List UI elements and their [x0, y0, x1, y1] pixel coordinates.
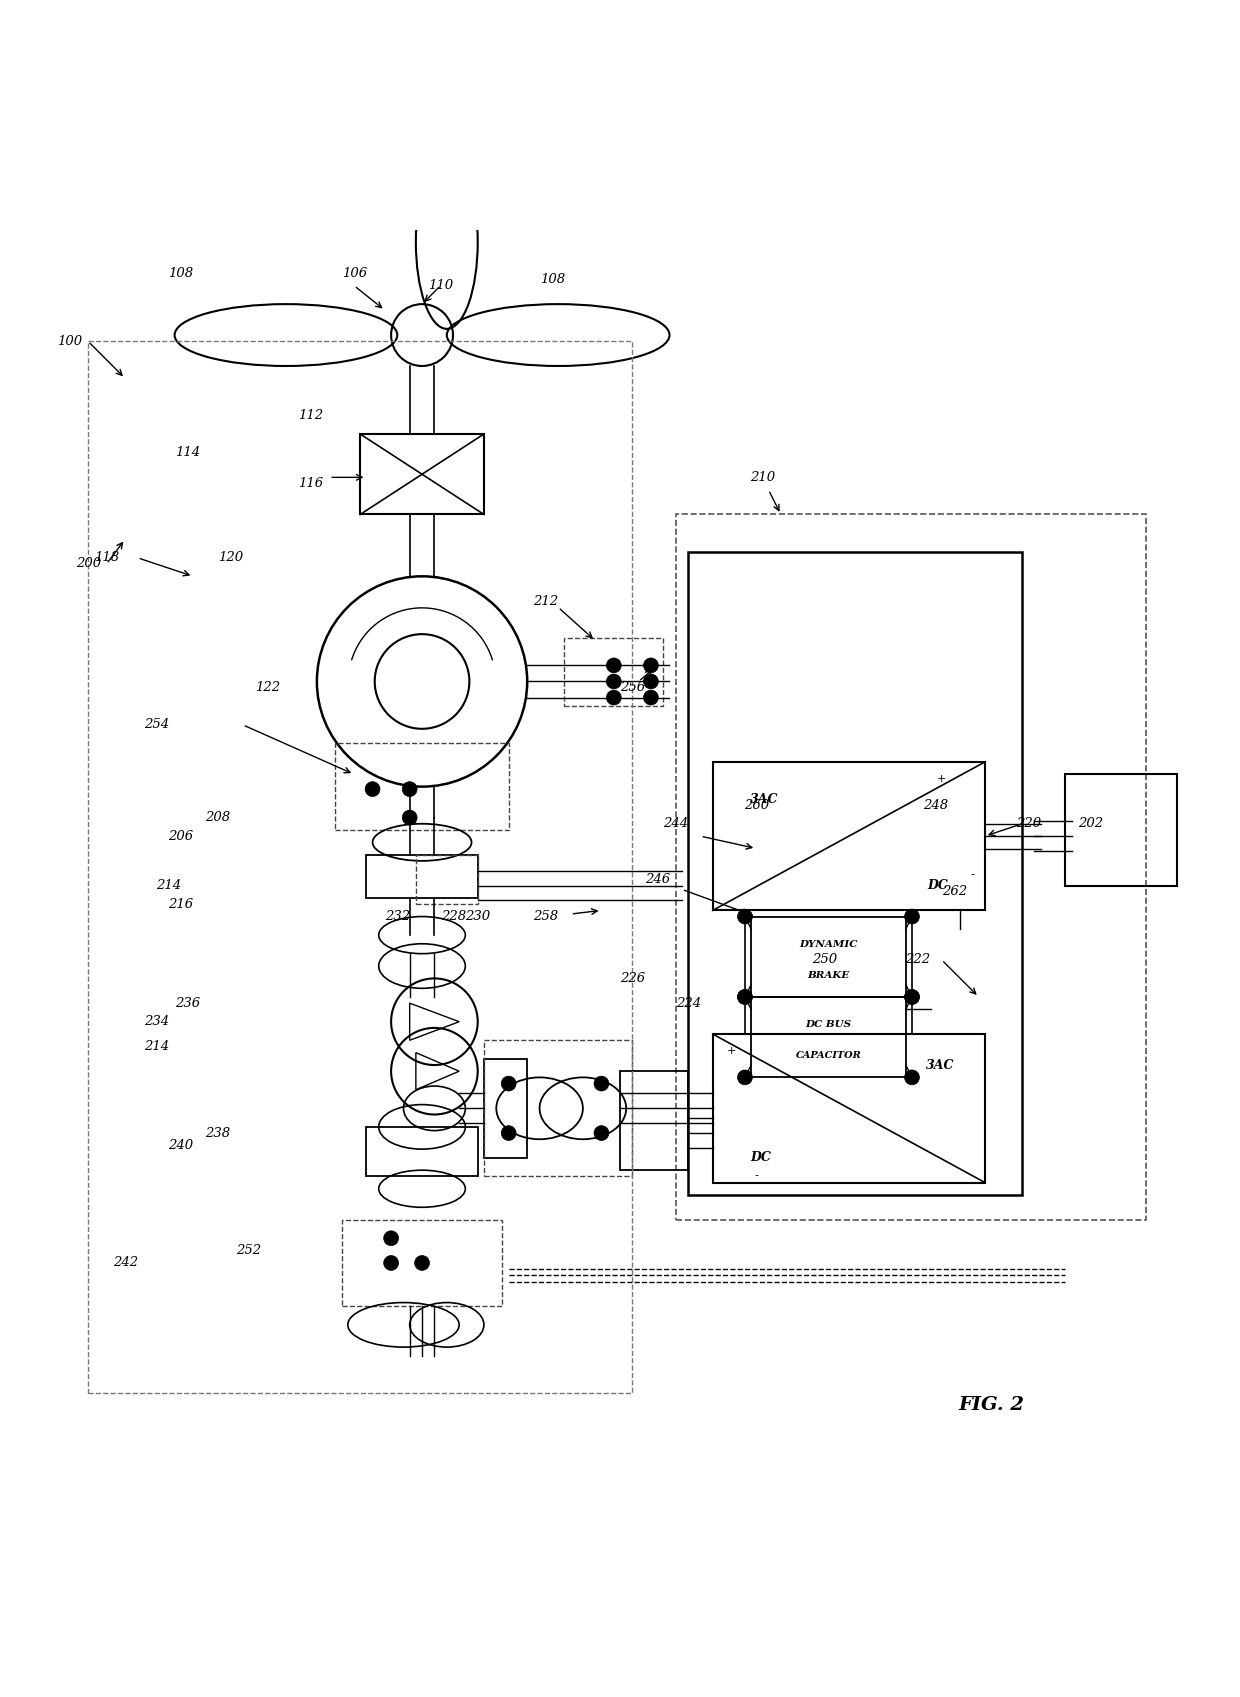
Bar: [1065, 774, 1177, 886]
Circle shape: [904, 989, 919, 1005]
Text: 232: 232: [384, 910, 410, 923]
Bar: [360, 434, 484, 514]
Text: 118: 118: [94, 552, 119, 565]
Circle shape: [606, 674, 621, 689]
Text: 210: 210: [750, 470, 775, 484]
Circle shape: [738, 989, 753, 1005]
Text: 244: 244: [663, 818, 688, 830]
Circle shape: [606, 691, 621, 704]
Text: 240: 240: [169, 1139, 193, 1152]
Text: 248: 248: [923, 799, 949, 811]
Text: 122: 122: [255, 680, 280, 694]
Bar: [620, 1071, 688, 1171]
Text: 110: 110: [428, 278, 454, 292]
Text: 202: 202: [1078, 818, 1102, 830]
Text: CAPACITOR: CAPACITOR: [796, 1050, 862, 1061]
Text: 114: 114: [175, 446, 200, 460]
Bar: [366, 1127, 477, 1176]
Text: 224: 224: [676, 996, 701, 1010]
Bar: [688, 552, 1022, 1195]
Text: 214: 214: [156, 879, 181, 893]
Bar: [88, 341, 632, 1393]
Text: 260: 260: [744, 799, 769, 811]
Text: 246: 246: [645, 872, 670, 886]
Circle shape: [738, 1071, 753, 1084]
Text: 116: 116: [299, 477, 324, 490]
Text: 234: 234: [144, 1015, 169, 1028]
Text: 212: 212: [533, 594, 558, 608]
Circle shape: [904, 1071, 919, 1084]
Text: 228: 228: [440, 910, 466, 923]
Text: 222: 222: [904, 954, 930, 966]
Text: 214: 214: [144, 1040, 169, 1052]
Text: 3AC: 3AC: [750, 792, 779, 806]
Text: 106: 106: [342, 266, 367, 280]
Circle shape: [644, 658, 658, 672]
Text: 120: 120: [218, 552, 243, 565]
Text: -: -: [754, 1171, 758, 1179]
Circle shape: [644, 691, 658, 704]
Circle shape: [904, 989, 919, 1005]
Circle shape: [383, 1256, 398, 1271]
Text: 216: 216: [169, 898, 193, 911]
Text: DC: DC: [928, 879, 947, 893]
Bar: [564, 638, 663, 706]
Bar: [484, 1040, 632, 1176]
Circle shape: [904, 910, 919, 923]
Text: +: +: [727, 1047, 737, 1057]
Text: 108: 108: [169, 266, 193, 280]
Text: 252: 252: [237, 1244, 262, 1257]
Text: 254: 254: [144, 718, 169, 731]
Text: 226: 226: [620, 972, 645, 984]
Circle shape: [606, 658, 621, 672]
Circle shape: [738, 989, 753, 1005]
Text: 236: 236: [175, 996, 200, 1010]
Circle shape: [365, 782, 379, 796]
Text: -: -: [971, 869, 975, 879]
Text: 256: 256: [620, 680, 645, 694]
Text: 100: 100: [57, 334, 82, 348]
Text: 3AC: 3AC: [925, 1059, 954, 1073]
Text: DYNAMIC: DYNAMIC: [800, 940, 858, 949]
Text: FIG. 2: FIG. 2: [959, 1397, 1024, 1414]
Text: 238: 238: [206, 1127, 231, 1140]
Text: 108: 108: [539, 273, 564, 285]
Bar: [751, 996, 905, 1078]
Text: DC: DC: [750, 1151, 771, 1164]
Bar: [713, 1033, 985, 1183]
Text: 250: 250: [812, 954, 837, 966]
Text: 206: 206: [169, 830, 193, 843]
Bar: [713, 762, 985, 910]
Bar: [342, 1220, 502, 1307]
Text: 242: 242: [113, 1256, 138, 1269]
Text: BRAKE: BRAKE: [807, 971, 849, 979]
Bar: [336, 743, 508, 830]
Text: 200: 200: [76, 557, 100, 570]
Circle shape: [501, 1076, 516, 1091]
Circle shape: [644, 674, 658, 689]
Bar: [676, 514, 1146, 1220]
Text: 230: 230: [465, 910, 491, 923]
Circle shape: [594, 1076, 609, 1091]
Bar: [366, 855, 477, 898]
Circle shape: [414, 1256, 429, 1271]
Text: 262: 262: [941, 886, 967, 898]
Circle shape: [501, 1125, 516, 1140]
Circle shape: [383, 1230, 398, 1246]
Bar: [751, 916, 905, 996]
Text: 208: 208: [206, 811, 231, 825]
Circle shape: [594, 1125, 609, 1140]
Text: +: +: [937, 774, 946, 784]
Bar: [484, 1059, 527, 1157]
Text: DC BUS: DC BUS: [806, 1020, 852, 1030]
Circle shape: [402, 809, 417, 825]
Circle shape: [738, 910, 753, 923]
Text: 112: 112: [299, 409, 324, 423]
Text: 258: 258: [533, 910, 558, 923]
Bar: [415, 855, 477, 905]
Text: 220: 220: [1016, 818, 1042, 830]
Circle shape: [402, 782, 417, 796]
